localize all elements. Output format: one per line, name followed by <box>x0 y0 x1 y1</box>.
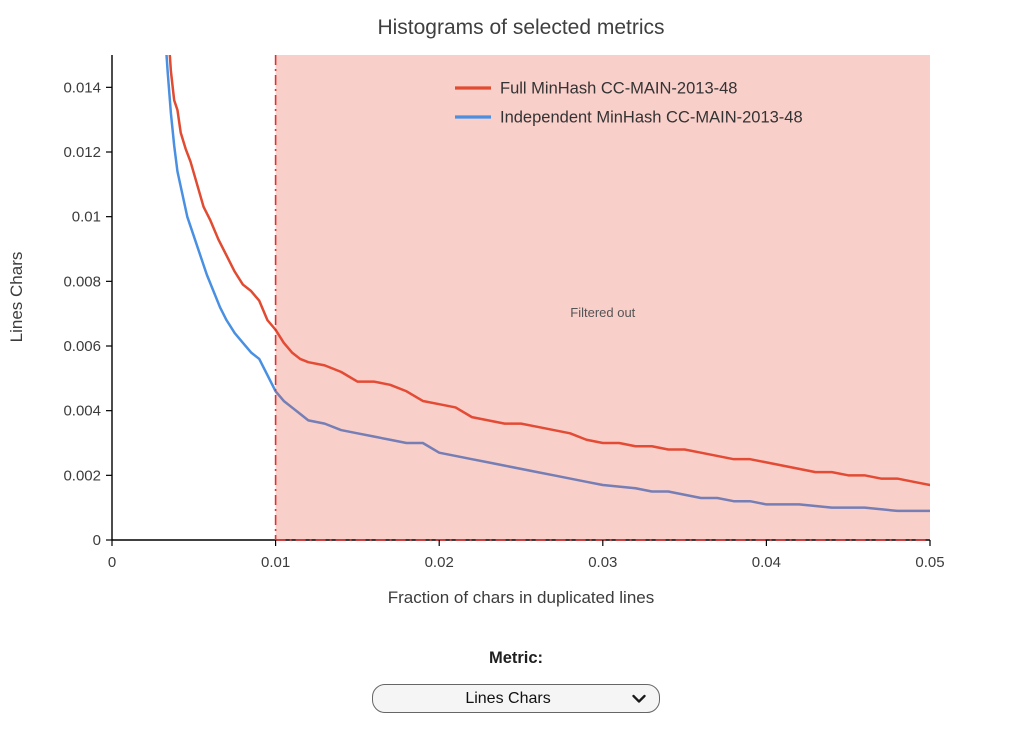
y-tick-label: 0.012 <box>63 144 101 161</box>
y-tick-label: 0.002 <box>63 467 101 484</box>
legend-item-label: Full MinHash CC-MAIN-2013-48 <box>500 80 738 98</box>
metrics-line-chart: Histograms of selected metrics Fraction … <box>7 16 945 607</box>
y-tick-label: 0.008 <box>63 273 101 290</box>
y-tick-label: 0 <box>93 532 101 549</box>
metric-select-wrap: Lines Chars <box>372 684 660 713</box>
x-tick-label: 0.03 <box>588 554 617 571</box>
x-tick-label: 0 <box>108 554 116 571</box>
y-tick-label: 0.01 <box>72 209 101 226</box>
legend-item-label: Independent MinHash CC-MAIN-2013-48 <box>500 109 803 127</box>
metric-select[interactable]: Lines Chars <box>372 684 660 713</box>
y-tick-label: 0.004 <box>63 403 101 420</box>
x-tick-label: 0.02 <box>425 554 454 571</box>
chart-title: Histograms of selected metrics <box>377 16 664 39</box>
filtered-region <box>275 55 931 540</box>
x-tick-label: 0.05 <box>915 554 944 571</box>
series-line-0 <box>168 55 930 487</box>
filtered-out-annotation: Filtered out <box>570 305 635 320</box>
series-line-1 <box>165 55 930 513</box>
x-tick-label: 0.01 <box>261 554 290 571</box>
y-axis-title: Lines Chars <box>7 252 26 343</box>
y-tick-label: 0.014 <box>63 79 101 96</box>
x-axis-title: Fraction of chars in duplicated lines <box>388 588 654 607</box>
x-tick-label: 0.04 <box>752 554 781 571</box>
metric-label: Metric: <box>488 649 544 667</box>
y-tick-label: 0.006 <box>63 338 101 355</box>
